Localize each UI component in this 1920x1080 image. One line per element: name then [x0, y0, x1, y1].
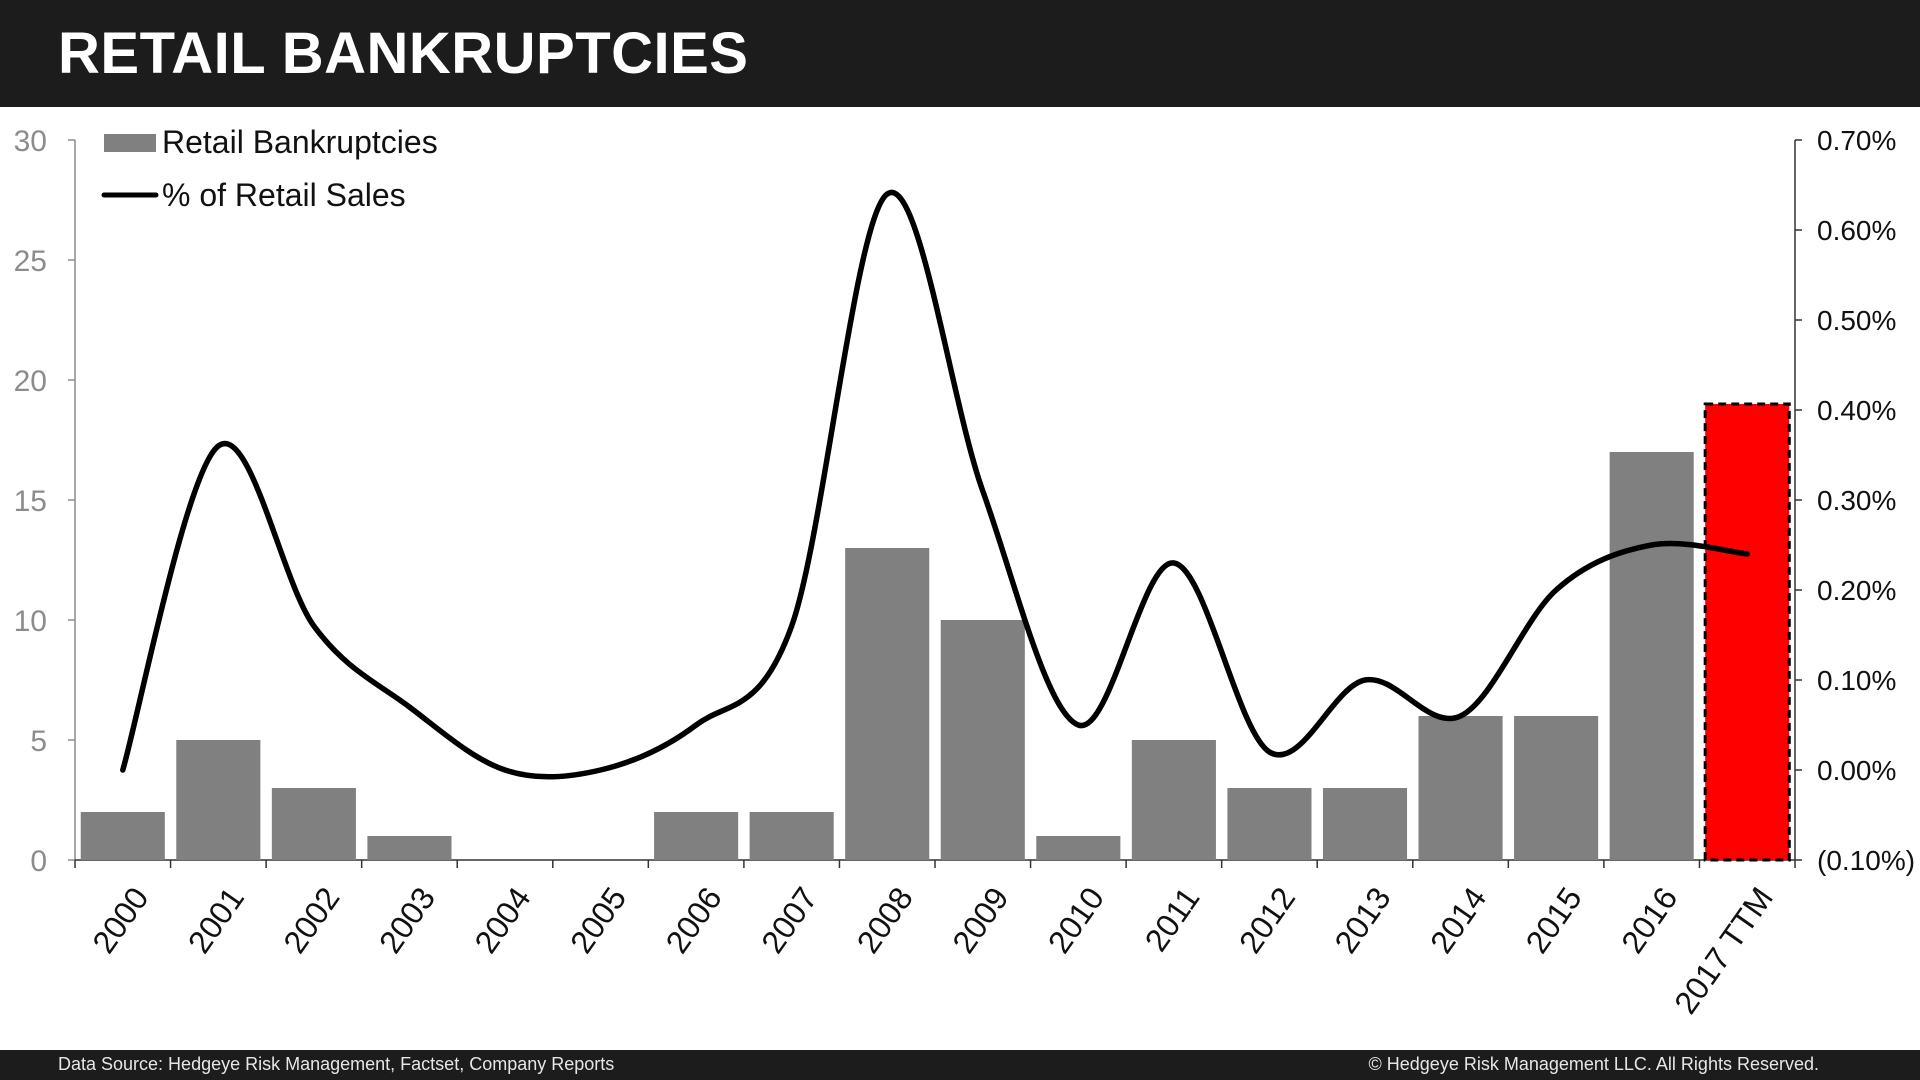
bar [845, 548, 930, 860]
right-tick-label: 0.20% [1817, 575, 1896, 606]
x-tick-label: 2001 [181, 881, 251, 960]
legend-label-bar: Retail Bankruptcies [162, 124, 438, 160]
bar-highlight [1703, 402, 1791, 862]
chart-axes [68, 139, 1802, 868]
bar [940, 620, 1025, 860]
footer-bar: Data Source: Hedgeye Risk Management, Fa… [0, 1050, 1920, 1080]
x-tick-label: 2007 [754, 881, 824, 960]
right-tick-label: 0.00% [1817, 755, 1896, 786]
right-tick-label: 0.70% [1817, 125, 1896, 156]
data-source-note: Data Source: Hedgeye Risk Management, Fa… [58, 1054, 615, 1074]
bar [1227, 788, 1312, 860]
bar [654, 812, 739, 860]
bar [271, 788, 356, 860]
right-tick-label: 0.10% [1817, 665, 1896, 696]
line-series-retail-sales-pct [120, 189, 1750, 780]
x-tick-label: 2008 [850, 881, 920, 960]
x-tick-label: 2000 [85, 881, 155, 960]
left-tick-label: 10 [14, 605, 47, 638]
left-tick-label: 25 [14, 245, 47, 278]
bar [367, 836, 452, 860]
bar [1036, 836, 1121, 860]
bar [176, 740, 261, 860]
x-tick-label: 2002 [276, 881, 346, 960]
header-bar: RETAIL BANKRUPTCIES [0, 0, 1920, 107]
bar [1609, 452, 1694, 860]
bar-series [80, 402, 1791, 862]
legend-swatch-bar [104, 134, 156, 152]
bar [749, 812, 834, 860]
chart: 0 5 10 15 20 25 30 (0.10%) 0.00% 0.10% 0.20% 0.30% 0… [14, 124, 1915, 1020]
bar [80, 812, 165, 860]
left-tick-label: 30 [14, 125, 47, 158]
bar [1322, 788, 1408, 860]
copyright-note: © Hedgeye Risk Management LLC. All Right… [1368, 1054, 1819, 1074]
x-tick-label: 2014 [1423, 881, 1493, 960]
x-tick-label: 2003 [372, 881, 442, 960]
right-tick-label: 0.40% [1817, 395, 1896, 426]
right-tick-label: 0.30% [1817, 485, 1896, 516]
bar [1514, 716, 1599, 860]
x-tick-label: 2016 [1614, 881, 1684, 960]
x-tick-label: 2004 [467, 881, 537, 960]
x-tick-label: 2005 [563, 881, 633, 960]
bar [1418, 716, 1503, 860]
legend: Retail Bankruptcies % of Retail Sales [101, 124, 438, 213]
left-tick-label: 0 [30, 845, 47, 878]
left-tick-label: 15 [14, 485, 47, 518]
x-tick-label: 2012 [1232, 881, 1302, 960]
page-title: RETAIL BANKRUPTCIES [58, 21, 749, 86]
x-tick-label: 2011 [1138, 881, 1207, 958]
left-tick-label: 20 [14, 365, 47, 398]
right-tick-label: 0.50% [1817, 305, 1896, 336]
x-tick-label: 2010 [1041, 881, 1111, 960]
left-tick-label: 5 [30, 725, 47, 758]
right-tick-label: 0.60% [1817, 215, 1896, 246]
legend-label-line: % of Retail Sales [162, 177, 406, 213]
x-tick-label: 2006 [659, 881, 729, 960]
bar [1131, 740, 1216, 860]
x-tick-label: 2009 [945, 881, 1015, 960]
x-tick-label: 2013 [1327, 881, 1397, 960]
line-series-layer [120, 189, 1750, 780]
x-tick-label: 2015 [1519, 881, 1589, 960]
right-tick-label: (0.10%) [1817, 845, 1915, 876]
